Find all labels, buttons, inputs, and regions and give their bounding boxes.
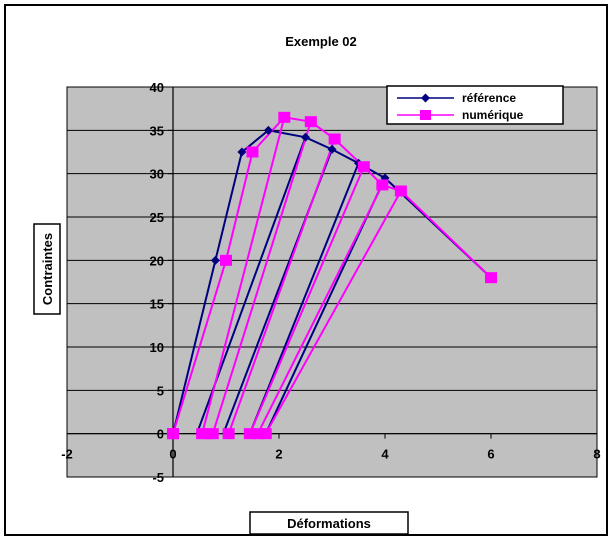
- x-tick-label: 4: [381, 447, 389, 462]
- y-axis-label: Contraintes: [33, 223, 61, 315]
- y-axis-label-text: Contraintes: [40, 233, 55, 305]
- x-axis-label-box: [249, 511, 409, 534]
- legend: référence numérique: [386, 85, 564, 125]
- point-numeric: [376, 179, 389, 191]
- unloading-line-numeric: [211, 121, 312, 434]
- point-reference: [210, 255, 220, 265]
- point-numeric: [220, 254, 232, 266]
- legend-label-numeric: numérique: [462, 108, 524, 122]
- unloading-line-numeric: [264, 190, 402, 435]
- x-tick-label: -2: [61, 447, 73, 462]
- y-tick-label: 35: [150, 123, 164, 138]
- legend-marker-reference: [421, 93, 430, 103]
- point-reference: [327, 144, 337, 154]
- point-numeric: [251, 428, 264, 440]
- point-numeric: [485, 272, 497, 284]
- unloading-line-reference: [248, 162, 360, 435]
- unloading-line-numeric: [248, 166, 365, 435]
- legend-label-reference: référence: [462, 91, 516, 105]
- point-numeric: [246, 146, 259, 158]
- unloading-line-numeric: [201, 117, 286, 434]
- point-numeric: [304, 116, 317, 128]
- y-axis-label-box: [33, 223, 61, 315]
- x-axis-label: Déformations: [249, 511, 409, 534]
- y-tick-label: 20: [150, 253, 164, 268]
- series-line-numeric: [172, 116, 492, 434]
- x-tick-label: 8: [593, 447, 600, 462]
- point-numeric: [394, 185, 407, 197]
- legend-marker-numeric: [420, 110, 431, 120]
- unloading-line-numeric: [256, 184, 384, 435]
- y-tick-label: 25: [150, 210, 164, 225]
- y-tick-label: 40: [150, 80, 164, 95]
- y-tick-label: 5: [157, 383, 164, 398]
- point-reference: [301, 132, 310, 142]
- series-layer: [167, 111, 497, 440]
- x-tick-label: 6: [487, 447, 494, 462]
- point-numeric: [167, 428, 179, 440]
- x-axis-label-text: Déformations: [287, 516, 371, 531]
- point-numeric: [259, 428, 272, 440]
- point-numeric: [278, 111, 291, 123]
- y-tick-label: -5: [152, 470, 164, 485]
- y-tick-label: 10: [150, 340, 164, 355]
- x-tick-label: 2: [275, 447, 282, 462]
- legend-box: [386, 85, 564, 125]
- point-numeric: [222, 428, 235, 440]
- point-numeric: [206, 428, 219, 440]
- y-tick-label: 15: [150, 297, 164, 312]
- point-reference: [237, 147, 247, 157]
- point-numeric: [243, 428, 256, 440]
- unloading-line-numeric: [227, 138, 336, 435]
- x-tick-label: 0: [169, 447, 176, 462]
- y-tick-label: 30: [150, 167, 164, 182]
- chart-title: Exemple 02: [285, 34, 357, 49]
- point-numeric: [357, 161, 370, 173]
- point-numeric: [328, 133, 341, 145]
